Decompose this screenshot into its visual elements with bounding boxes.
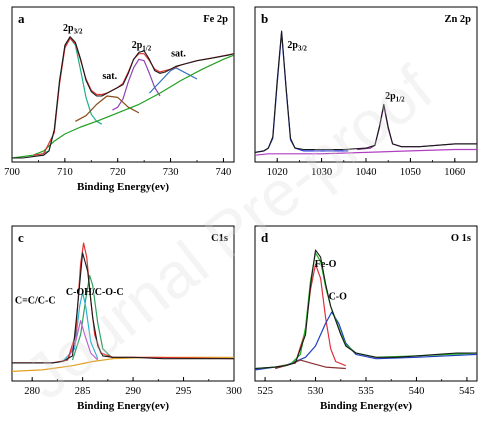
series-line-component xyxy=(38,37,103,156)
panel-letter: a xyxy=(18,11,25,26)
series-line-background xyxy=(12,356,234,372)
x-tick-label: 540 xyxy=(409,386,425,397)
peak-annotation: C-OH/C-O-C xyxy=(66,287,124,298)
panel-a: 700 710 720 730 740 Binding Energy(ev) a Fe 2p 2… xyxy=(4,6,235,193)
x-tick-label: 535 xyxy=(358,386,374,397)
panel-b: 1020 1030 1040 1050 1060 b Zn 2p 2p3/2 2p1/2 xyxy=(254,6,478,178)
peak-annotation: sat. xyxy=(102,71,117,82)
series-group xyxy=(255,249,477,371)
x-tick-label: 1050 xyxy=(400,167,421,178)
series-line-component xyxy=(112,58,161,111)
plot-frame xyxy=(254,225,478,382)
plot-frame xyxy=(254,6,478,163)
series-line-component xyxy=(71,274,114,361)
x-tick-label: 300 xyxy=(226,386,242,397)
panel-d: 525 530 535 540 545 Binding Energy(ev) d O 1s Fe… xyxy=(254,225,478,412)
panel-letter: b xyxy=(261,11,268,26)
x-tick-label: 280 xyxy=(24,386,40,397)
peak-annotation: 2p3/2 xyxy=(63,23,83,35)
panel-letter: d xyxy=(261,230,269,245)
x-tick-label: 700 xyxy=(4,167,20,178)
series-line-component xyxy=(255,311,477,371)
plot-frame xyxy=(11,225,235,382)
panel-title: C1s xyxy=(211,233,228,244)
series-group xyxy=(12,36,234,159)
x-tick-label: 530 xyxy=(308,386,324,397)
series-line-data xyxy=(12,252,234,364)
x-axis-label: Binding Energy(ev) xyxy=(320,400,412,412)
panel-title: O 1s xyxy=(451,233,471,244)
series-line-component xyxy=(62,291,99,362)
series-line-background xyxy=(12,54,234,159)
x-tick-label: 545 xyxy=(459,386,475,397)
peak-annotation: 2p3/2 xyxy=(287,40,307,53)
series-line-data xyxy=(255,30,477,153)
peak-annotation: 2p1/2 xyxy=(385,91,405,104)
peak-annotation: C-O xyxy=(329,291,348,302)
panel-title: Zn 2p xyxy=(444,14,471,25)
series-group xyxy=(255,30,477,156)
series-line-component xyxy=(66,320,99,361)
peak-annotation: 2p1/2 xyxy=(132,40,152,53)
panel-title: Fe 2p xyxy=(203,14,228,25)
x-tick-label: 740 xyxy=(216,167,232,178)
x-tick-label: 285 xyxy=(75,386,91,397)
x-tick-label: 1040 xyxy=(356,167,377,178)
x-tick-label: 710 xyxy=(57,167,73,178)
peak-annotation: C=C/C-C xyxy=(15,296,56,307)
x-axis-label: Binding Energy(ev) xyxy=(77,181,169,193)
x-tick-label: 295 xyxy=(176,386,192,397)
series-line-component xyxy=(75,95,140,122)
x-tick-label: 1020 xyxy=(267,167,288,178)
series-group xyxy=(12,242,234,372)
panel-c: 280 285 290 295 300 Binding Energy(ev) c C1s C=C… xyxy=(11,225,242,412)
plot-frame xyxy=(11,6,235,163)
x-tick-label: 730 xyxy=(163,167,179,178)
x-tick-label: 1060 xyxy=(444,167,465,178)
series-line-envelope xyxy=(255,252,477,370)
x-tick-label: 290 xyxy=(125,386,141,397)
series-line-data xyxy=(255,249,477,370)
peak-annotation: Fe-O xyxy=(315,259,337,270)
series-line-component xyxy=(275,263,347,368)
x-axis-label: Binding Energy(ev) xyxy=(77,400,169,412)
series-line-component xyxy=(148,67,198,94)
series-line-data xyxy=(12,36,234,159)
series-line-background xyxy=(255,148,477,156)
x-tick-label: 720 xyxy=(110,167,126,178)
x-tick-label: 1030 xyxy=(311,167,332,178)
x-tick-label: 525 xyxy=(257,386,273,397)
panel-letter: c xyxy=(18,230,24,245)
peak-annotation: sat. xyxy=(171,48,186,59)
